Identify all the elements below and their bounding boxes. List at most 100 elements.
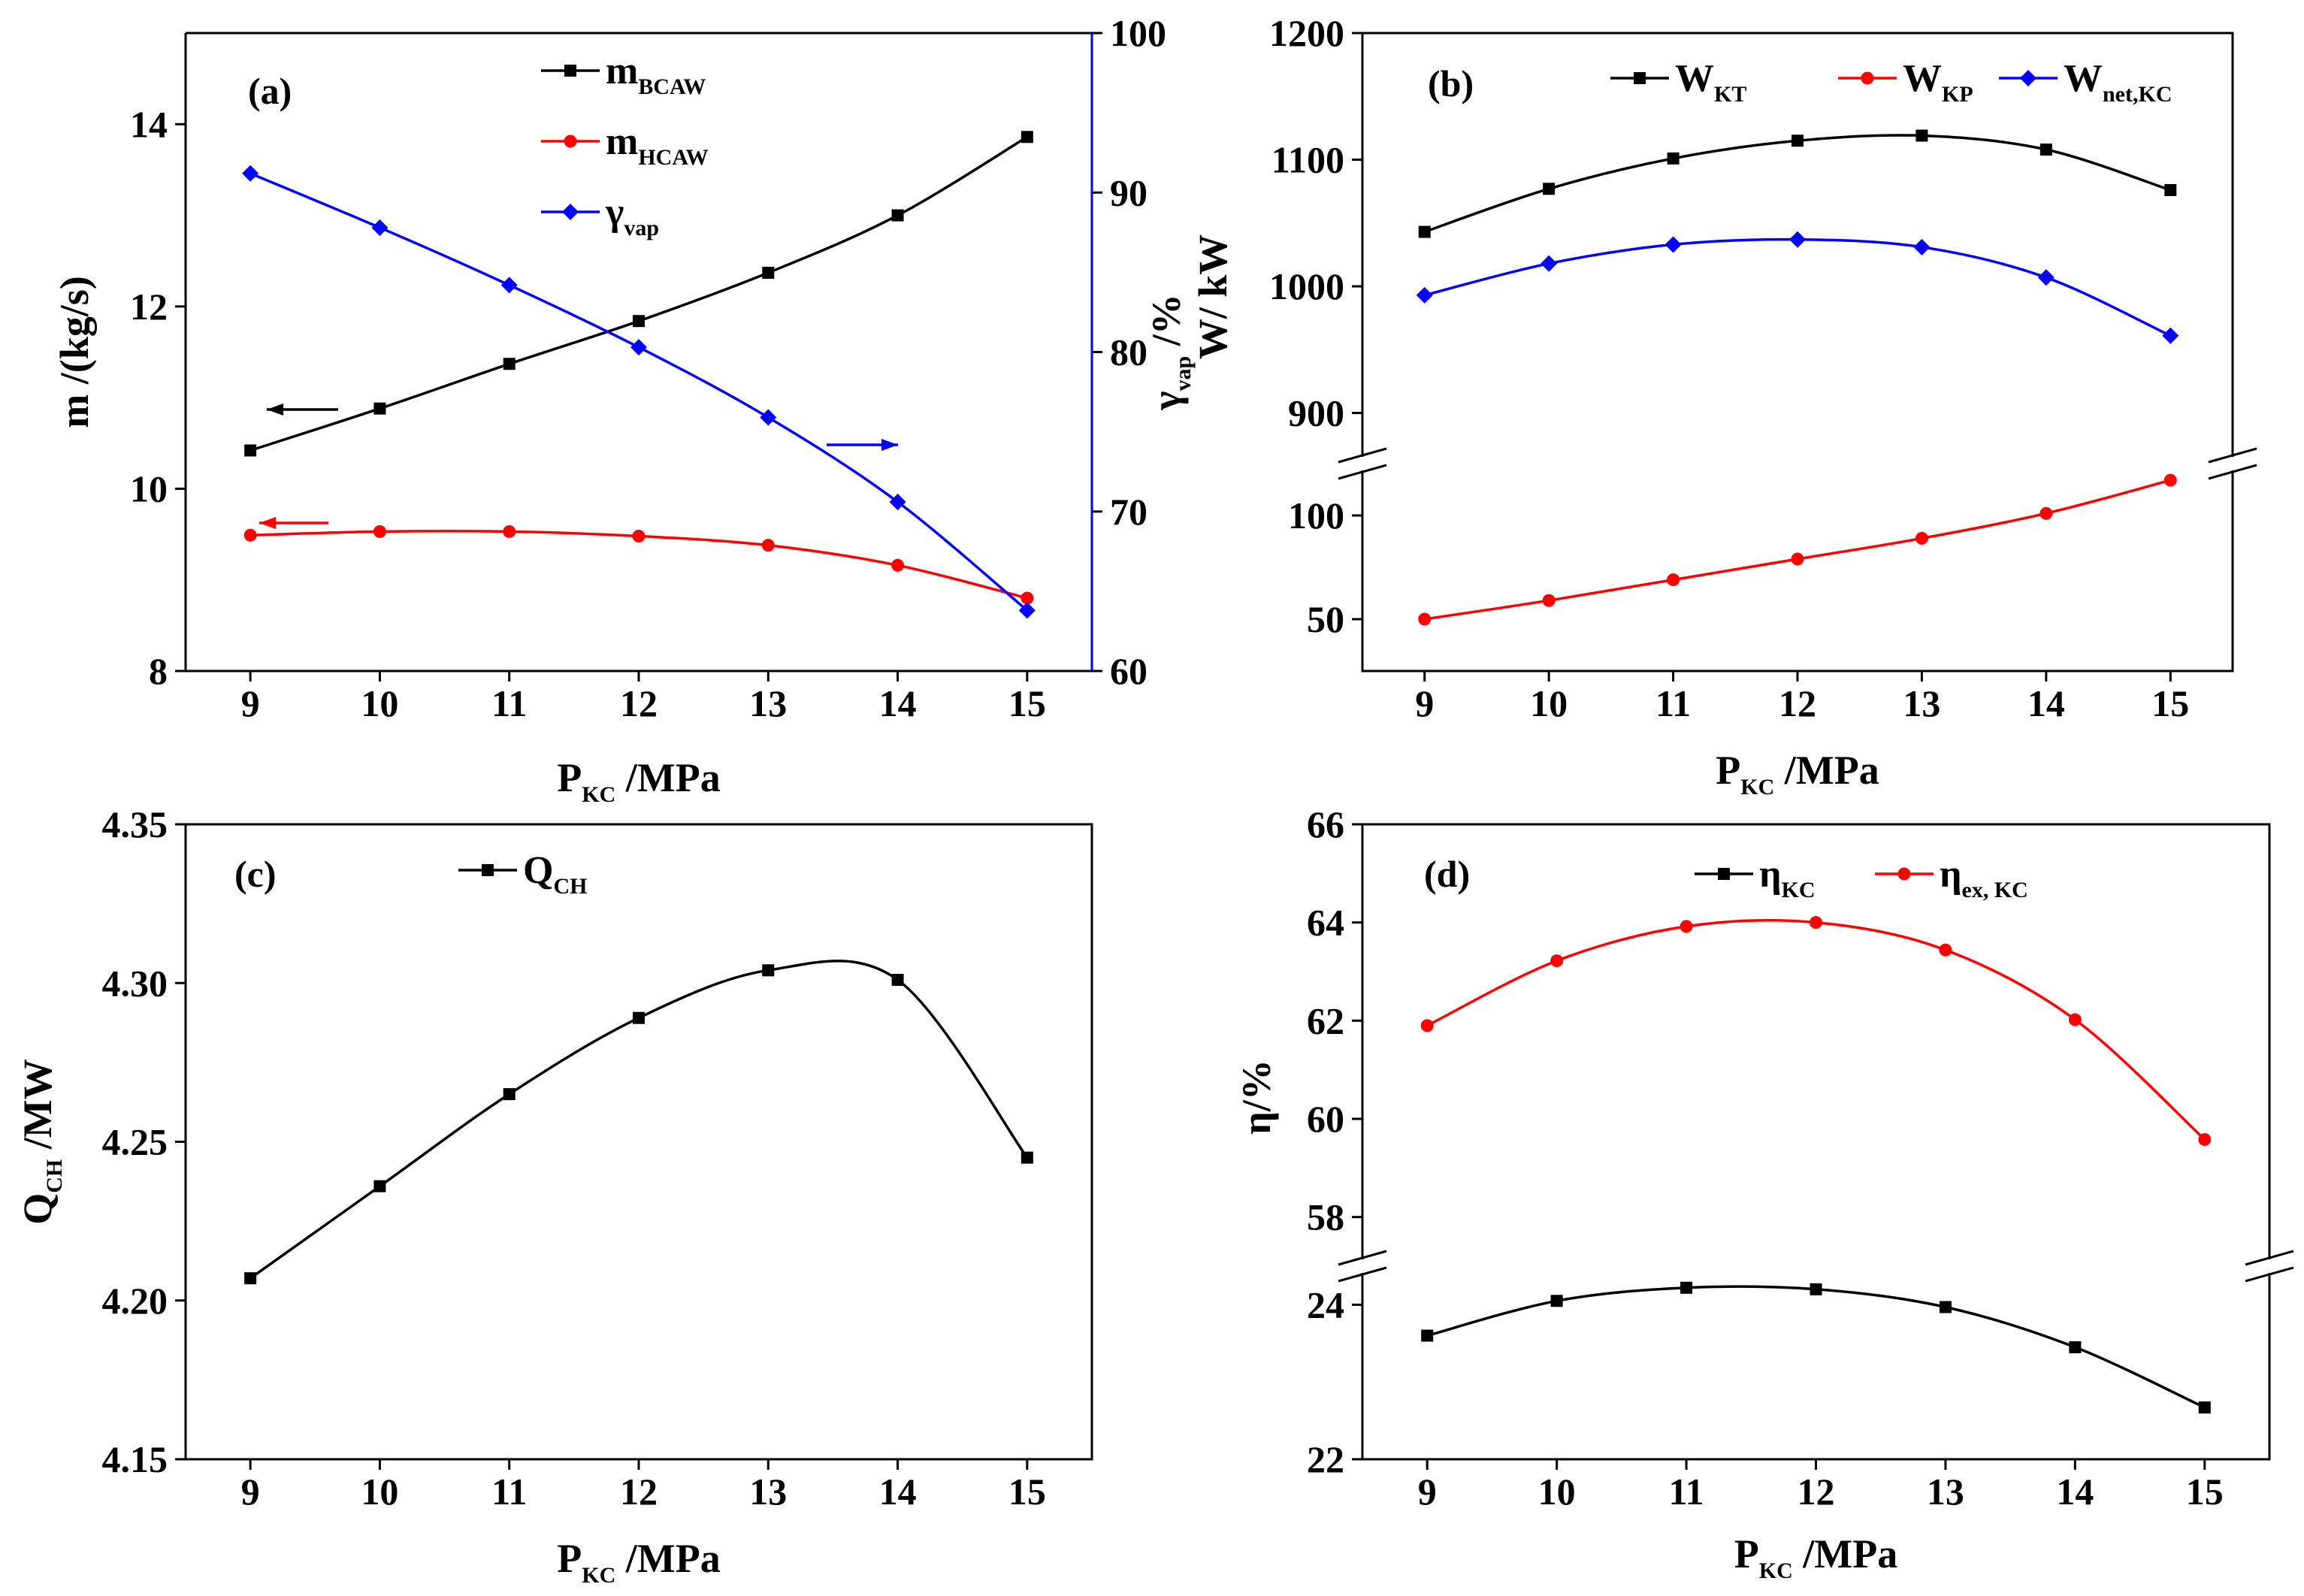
x-tick-label: 9 [241,1471,260,1513]
series-3-point-3 [1665,236,1682,253]
series-1-line [1426,1285,2206,1409]
series-1-point-4 [633,315,645,328]
x-axis-label-main: P [557,1536,582,1581]
series-1-line [249,135,1028,452]
series-3-point-7 [1018,602,1036,619]
y-tick-label: 14 [130,103,168,145]
series-1-point-3 [503,358,516,370]
series-3-point-1 [242,165,259,182]
legend-entry-1-marker [1634,72,1646,84]
series-1-point-7 [2164,183,2177,196]
y-tick-label: 62 [1307,999,1344,1041]
series-2-line [1426,919,2206,1141]
series-1-point-6 [2039,144,2052,156]
series-2-point-1 [1420,1019,1434,1032]
y-axis-label: QCH /MW [15,1059,67,1225]
series-1-point-3 [1667,152,1680,165]
series-2-point-5 [761,539,775,552]
x-tick-label: 15 [2186,1471,2224,1513]
series-2-point-6 [2039,506,2053,520]
y2-tick-label: 100 [1110,12,1166,54]
x-tick-label: 14 [2056,1471,2094,1513]
legend-entry-3-label: Wnet,KC [2064,57,2172,107]
x-tick-label: 9 [1415,682,1434,724]
x-tick-label: 11 [491,682,527,724]
series-2-point-2 [1542,594,1556,607]
series-1-point-7 [1020,131,1033,144]
y-tick-label: 1200 [1269,12,1344,54]
y2-axis-label-sub: vap [1171,356,1196,391]
y-tick-label: 64 [1307,902,1344,944]
legend-entry-3-label-sub: net,KC [2103,82,2172,107]
legend-entry-2-label: mHCAW [606,120,709,170]
panel-label: (b) [1428,62,1474,104]
y-axis-label: η/% [1234,1059,1279,1135]
x-axis-label-sub: KC [1759,1558,1793,1583]
y-tick-label: 900 [1288,392,1344,434]
series-3-point-6 [889,494,906,511]
x-tick-label: 11 [491,1471,527,1513]
axis-break-gap [1346,457,1379,470]
x-tick-label: 12 [620,1471,658,1513]
series-2-point-6 [2068,1013,2082,1026]
x-tick-label: 11 [1668,1471,1704,1513]
x-axis-label-tail: /MPa [615,1536,720,1581]
series-2-point-4 [1791,552,1804,566]
legend-entry-3-label-main: γ [605,191,624,234]
axis-break-mark [2245,1250,2294,1266]
x-tick-label: 15 [1008,682,1046,724]
legend-entry-1-label-main: η [1759,853,1782,896]
series-3-point-2 [371,219,389,236]
y-tick-label: 50 [1307,598,1344,640]
legend-entry-1-label: WKT [1675,57,1746,107]
legend-entry-2-label-main: W [1903,57,1942,100]
x-tick-label: 15 [1008,1471,1046,1513]
legend-entry-1-label: ηKC [1759,853,1816,902]
series-1-point-4 [1791,135,1804,147]
axis-arrow-head-3 [881,439,898,451]
series-2-point-3 [1667,573,1680,587]
series-1-point-4 [1810,1283,1822,1295]
x-axis-label-tail: /MPa [615,755,720,800]
y-tick-label: 22 [1307,1438,1344,1480]
y-tick-label: 4.30 [102,962,168,1004]
legend-entry-1-label-main: Q [523,849,553,892]
x-tick-label: 14 [879,682,917,724]
legend-entry-2-label: ηex, KC [1940,853,2028,902]
series-1-point-7 [2198,1401,2211,1414]
legend-entry-3-marker [2020,70,2036,86]
series-3-point-3 [500,277,518,294]
legend-entry-1-marker [482,864,494,876]
y-axis-label-main: η/% [1234,1059,1279,1135]
y-tick-label: 1000 [1269,265,1344,307]
series-1-point-5 [1915,129,1928,142]
y2-axis-label: γvap /% [1144,294,1196,410]
series-2-point-6 [891,558,905,572]
series-1-point-3 [503,1088,516,1101]
series-1-point-4 [633,1011,645,1024]
series-1-point-6 [2069,1341,2082,1353]
legend-entry-1-marker [564,65,576,77]
legend-entry-2-marker [564,135,577,148]
series-3-point-1 [1416,286,1433,304]
plot-frame [1361,32,2234,673]
series-1-point-5 [762,266,775,279]
y2-tick-label: 70 [1110,491,1147,533]
legend-entry-3-marker [562,204,579,220]
y2-tick-label: 60 [1110,650,1147,692]
x-axis-label: PKC /MPa [1734,1531,1897,1583]
legend-entry-2-label: WKP [1903,57,1973,107]
y-axis-label-sub: CH [42,1159,67,1193]
series-2-point-3 [1680,920,1693,933]
series-1-point-5 [762,964,775,977]
legend-entry-3-label-sub: vap [624,216,659,240]
series-3-point-4 [630,339,647,356]
series-2-point-7 [2198,1132,2212,1146]
y-tick-label: 10 [130,467,168,509]
legend-entry-3-label: γvap [605,191,659,240]
axis-break-gap [2253,1259,2286,1273]
axis-break-mark [2245,1266,2294,1283]
y2-tick-label: 80 [1110,331,1147,373]
